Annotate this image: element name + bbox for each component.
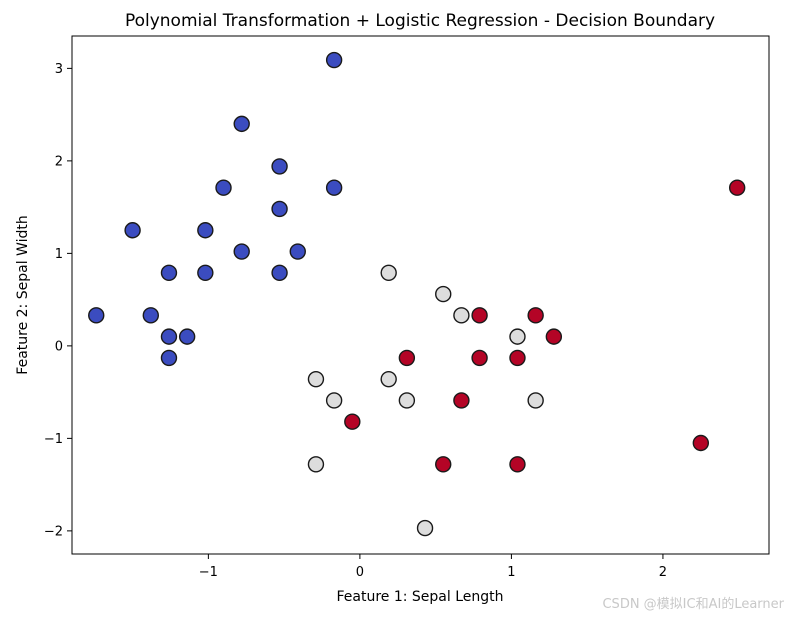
x-axis-label: Feature 1: Sepal Length bbox=[336, 589, 503, 605]
scatter-point-class-0 bbox=[271, 264, 288, 281]
plot-area bbox=[71, 35, 770, 555]
scatter-point-class-0 bbox=[197, 222, 214, 239]
y-tick-label: −1 bbox=[44, 432, 63, 447]
scatter-point-class-2 bbox=[453, 392, 470, 409]
y-axis: −2 −1 0 1 2 3 bbox=[44, 62, 72, 539]
scatter-point-class-0 bbox=[178, 328, 196, 345]
scatter-point-class-2 bbox=[435, 456, 452, 473]
scatter-point-class-0 bbox=[233, 243, 250, 260]
data-points bbox=[88, 51, 746, 537]
scatter-point-class-1 bbox=[380, 370, 397, 388]
scatter-point-class-1 bbox=[307, 456, 325, 473]
scatter-point-class-0 bbox=[142, 307, 159, 324]
scatter-point-class-0 bbox=[233, 115, 250, 133]
scatter-point-class-0 bbox=[271, 200, 288, 218]
scatter-point-class-0 bbox=[160, 349, 178, 367]
scatter-point-class-2 bbox=[509, 456, 526, 473]
scatter-point-class-0 bbox=[325, 51, 343, 69]
chart-title: Polynomial Transformation + Logistic Reg… bbox=[125, 11, 715, 31]
scatter-point-class-1 bbox=[325, 392, 343, 409]
y-axis-label: Feature 2: Sepal Width bbox=[15, 215, 31, 374]
scatter-point-class-1 bbox=[453, 307, 470, 324]
scatter-point-class-0 bbox=[160, 328, 178, 345]
scatter-point-class-0 bbox=[124, 222, 141, 239]
x-tick-label: −1 bbox=[199, 565, 218, 580]
scatter-point-class-0 bbox=[325, 179, 343, 196]
scatter-point-class-0 bbox=[289, 243, 306, 260]
x-tick-label: 0 bbox=[356, 565, 364, 580]
y-tick-label: −2 bbox=[44, 524, 63, 539]
scatter-point-class-2 bbox=[509, 349, 526, 367]
scatter-point-class-0 bbox=[271, 158, 288, 175]
x-tick-label: 2 bbox=[659, 565, 667, 580]
watermark: CSDN @模拟IC和AI的Learner bbox=[602, 597, 784, 612]
scatter-point-class-1 bbox=[527, 392, 544, 409]
x-tick-label: 1 bbox=[507, 565, 515, 580]
scatter-point-class-2 bbox=[527, 307, 544, 324]
scatter-point-class-1 bbox=[398, 392, 416, 409]
scatter-point-class-2 bbox=[398, 349, 416, 367]
scatter-point-class-2 bbox=[344, 413, 361, 430]
scatter-point-class-1 bbox=[416, 519, 434, 537]
y-tick-label: 3 bbox=[55, 62, 63, 77]
scatter-point-class-2 bbox=[471, 349, 488, 367]
y-tick-label: 0 bbox=[55, 339, 63, 354]
scatter-point-class-1 bbox=[380, 264, 397, 281]
scatter-point-class-0 bbox=[197, 264, 214, 281]
scatter-point-class-0 bbox=[160, 264, 178, 281]
scatter-point-class-1 bbox=[435, 285, 452, 303]
scatter-point-class-1 bbox=[509, 328, 526, 345]
scatter-point-class-0 bbox=[215, 179, 232, 196]
scatter-point-class-2 bbox=[728, 179, 746, 196]
scatter-point-class-2 bbox=[471, 307, 488, 324]
scatter-point-class-2 bbox=[545, 328, 563, 345]
scatter-point-class-2 bbox=[692, 434, 710, 452]
x-axis: −1 0 1 2 bbox=[199, 554, 667, 580]
y-tick-label: 1 bbox=[55, 247, 63, 262]
scatter-point-class-0 bbox=[88, 307, 105, 324]
y-tick-label: 2 bbox=[55, 154, 63, 169]
scatter-point-class-1 bbox=[307, 370, 325, 388]
